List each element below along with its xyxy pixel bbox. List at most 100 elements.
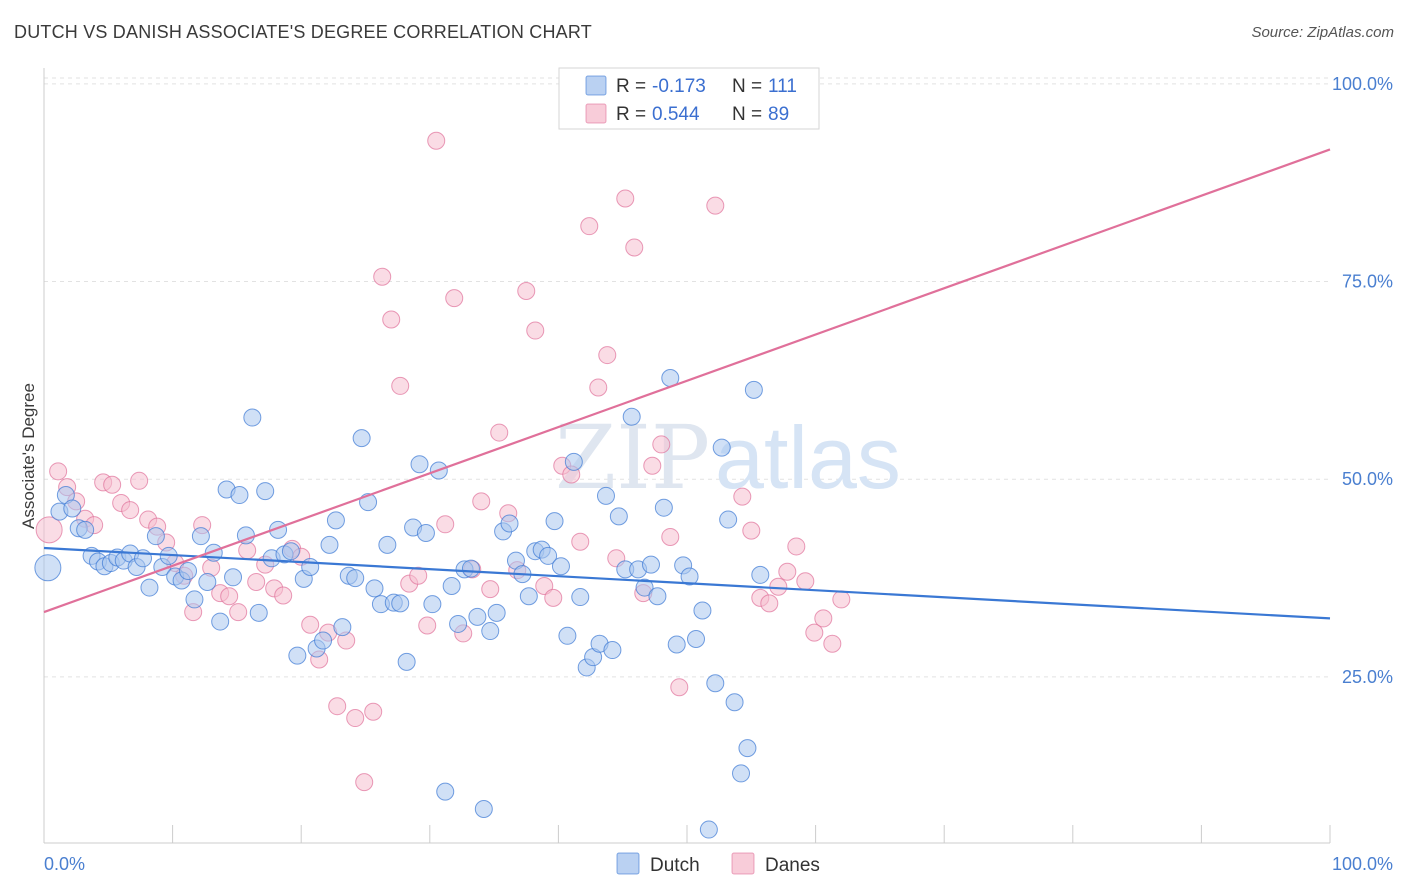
dutch-point — [719, 510, 738, 529]
dutch-point — [249, 603, 268, 622]
dutch-point — [442, 576, 461, 595]
danes-point — [544, 588, 563, 607]
dutch-point — [34, 554, 62, 582]
trend-lines — [43, 148, 1331, 620]
danes-point — [346, 709, 365, 728]
danes-point — [742, 521, 761, 540]
dutch-point — [423, 595, 442, 614]
dutch-point — [397, 652, 416, 671]
dutch-point — [146, 527, 165, 546]
danes-point — [391, 376, 410, 395]
dutch-point — [198, 573, 217, 592]
danes-point — [49, 462, 68, 481]
danes-point — [427, 131, 446, 150]
danes-point — [778, 562, 797, 581]
dutch-point — [230, 486, 249, 505]
danes-point — [301, 615, 320, 634]
dutch-point — [474, 799, 493, 818]
dutch-point — [63, 499, 82, 518]
danes-point — [373, 267, 392, 286]
dutch-point — [596, 486, 615, 505]
dutch-point — [738, 739, 757, 758]
dutch-point — [256, 482, 275, 501]
danes-point — [625, 238, 644, 257]
dutch-point — [410, 455, 429, 474]
danes-point — [418, 616, 437, 635]
danes-point — [517, 282, 536, 301]
legend: R = -0.173 N = 111 R = 0.544 N = 89 — [558, 67, 820, 130]
legend-swatch-danes — [585, 103, 607, 124]
dutch-point — [481, 622, 500, 641]
danes-point — [706, 196, 725, 215]
danes-point — [130, 471, 149, 490]
dutch-trend-line — [43, 546, 1331, 620]
danes-point — [526, 321, 545, 340]
bottom-legend-label-danes: Danes — [765, 855, 820, 876]
legend-r-label-dutch: R = — [616, 76, 646, 97]
danes-point — [643, 456, 662, 475]
dutch-point — [571, 588, 590, 607]
y-tick-label: 50.0% — [1342, 469, 1393, 489]
dutch-point — [378, 535, 397, 554]
dutch-point — [346, 569, 365, 588]
dutch-point — [687, 629, 706, 648]
dutch-point — [288, 646, 307, 665]
dutch-point — [333, 618, 352, 637]
legend-r-label-danes: R = — [616, 104, 646, 125]
danes-point — [769, 577, 788, 596]
legend-r-value-dutch: -0.173 — [652, 76, 706, 97]
y-tick-label: 100.0% — [1332, 74, 1393, 94]
y-tick-label: 75.0% — [1342, 272, 1393, 292]
danes-point — [472, 492, 491, 511]
danes-point — [220, 587, 239, 606]
bottom-legend-swatch-dutch — [616, 852, 640, 875]
bottom-legend: Dutch Danes — [616, 852, 820, 876]
dutch-point — [326, 511, 345, 530]
danes-point — [274, 586, 293, 605]
dutch-point — [744, 380, 763, 399]
legend-n-value-dutch: 111 — [768, 76, 797, 97]
dutch-point — [179, 561, 198, 580]
dutch-point — [641, 555, 660, 574]
dutch-point — [320, 535, 339, 554]
danes-point — [787, 537, 806, 556]
dutch-point — [224, 568, 243, 587]
dutch-point — [301, 558, 320, 577]
danes-point — [760, 594, 779, 613]
danes-point — [247, 573, 266, 592]
danes-trend-line — [43, 148, 1331, 614]
dutch-point — [699, 820, 718, 839]
grid-lines — [44, 77, 1330, 678]
danes-point — [328, 697, 347, 716]
dutch-point — [732, 764, 751, 783]
y-tick-label: 25.0% — [1342, 667, 1393, 687]
danes-point — [103, 475, 122, 494]
dutch-point — [706, 674, 725, 693]
y-axis-label: Associate's Degree — [19, 383, 38, 529]
danes-point — [436, 515, 455, 534]
dutch-point — [140, 578, 159, 597]
danes-point — [364, 702, 383, 721]
dutch-points — [34, 369, 770, 839]
dutch-point — [564, 452, 583, 471]
dutch-point — [725, 693, 744, 712]
dutch-point — [436, 782, 455, 801]
dutch-point — [712, 438, 731, 457]
dutch-point — [751, 565, 770, 584]
dutch-point — [461, 559, 480, 578]
legend-swatch-dutch — [585, 75, 607, 96]
dutch-point — [551, 557, 570, 576]
x-tick-label-min: 0.0% — [44, 854, 85, 874]
dutch-point — [185, 590, 204, 609]
danes-point — [598, 346, 617, 365]
danes-point — [805, 623, 824, 642]
danes-point — [121, 501, 140, 520]
danes-point — [490, 423, 509, 442]
danes-point — [229, 603, 248, 622]
dutch-point — [654, 498, 673, 517]
dutch-point — [693, 601, 712, 620]
dutch-point — [635, 578, 654, 597]
danes-point — [661, 527, 680, 546]
legend-n-label-danes: N = — [732, 104, 762, 125]
